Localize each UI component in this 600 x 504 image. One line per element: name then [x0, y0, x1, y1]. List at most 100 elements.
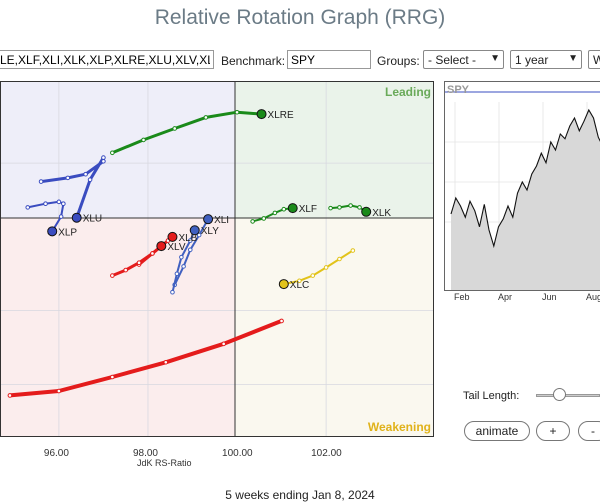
- tail-point: [83, 171, 88, 177]
- x-tick-label: 100.00: [222, 448, 253, 459]
- x-axis-label: JdK RS-Ratio: [137, 458, 192, 468]
- tail-point: [187, 238, 193, 243]
- period-select[interactable]: 1 year ▼: [510, 50, 582, 69]
- tail-line: [282, 249, 354, 286]
- tail-label: XLU: [83, 214, 102, 225]
- benchmark-month-labels: Feb Apr Jun Aug: [444, 292, 600, 304]
- tail-point: [297, 278, 302, 284]
- animate-button[interactable]: animate: [464, 421, 530, 441]
- tail-point: [221, 341, 226, 347]
- tail-point: [163, 359, 169, 365]
- tail-head-point: [47, 226, 58, 237]
- benchmark-input[interactable]: [287, 50, 371, 69]
- quadrant-leading: [235, 82, 433, 218]
- tail-point: [110, 374, 115, 380]
- tail-head-point: [361, 206, 372, 217]
- chevron-down-icon: ▼: [490, 53, 500, 64]
- decrease-button[interactable]: -: [578, 421, 600, 441]
- benchmark-plot: SPY: [445, 82, 600, 290]
- increase-button[interactable]: +: [536, 421, 570, 441]
- tail-label: XLI: [214, 215, 229, 226]
- tail-head-point: [278, 279, 289, 290]
- x-tick-label: 102.00: [311, 448, 342, 459]
- tail-point: [337, 205, 342, 210]
- x-axis: 96.00 98.00 100.00 102.00 JdK RS-Ratio: [0, 440, 440, 470]
- benchmark-line: [450, 108, 600, 249]
- rrg-chart[interactable]: Leading Weakening XLRE XLF XLK XLC XLI XLY XLB…: [0, 81, 434, 437]
- tail-point: [337, 256, 342, 262]
- tail-point: [179, 254, 184, 260]
- benchmark-label: Benchmark:: [221, 54, 286, 68]
- quadrant-label-leading: Leading: [385, 85, 431, 99]
- tail-label: XLV: [167, 242, 185, 253]
- tail-point: [310, 273, 316, 278]
- frequency-select-value: W: [593, 53, 600, 67]
- x-tick-label: 98.00: [132, 448, 158, 459]
- tail-point: [272, 210, 278, 216]
- tail-xlu: XLU: [38, 155, 106, 225]
- tail-head-point: [167, 231, 178, 242]
- tail-point: [350, 248, 356, 253]
- date-range-caption: 5 weeks ending Jan 8, 2024: [225, 488, 375, 502]
- tail-point: [357, 205, 362, 210]
- tail-point: [150, 251, 155, 256]
- tail-line: [26, 200, 65, 233]
- tail-point: [61, 201, 66, 206]
- benchmark-month-label: Feb: [454, 292, 470, 302]
- page-title: Relative Rotation Graph (RRG): [154, 6, 446, 29]
- benchmark-month-label: Jun: [542, 292, 557, 302]
- tail-point: [196, 232, 202, 238]
- tail-point: [187, 247, 193, 253]
- tail-xlk: XLK: [328, 203, 391, 219]
- groups-select[interactable]: - Select - ▼: [423, 50, 504, 69]
- tail-point: [7, 393, 13, 398]
- tail-point: [25, 205, 31, 210]
- tail-head-point: [71, 212, 82, 223]
- benchmark-area: [451, 110, 600, 290]
- benchmark-month-label: Aug: [586, 292, 600, 302]
- tail-xlf: XLF: [250, 203, 317, 224]
- groups-select-value: - Select -: [428, 53, 477, 67]
- tail-point: [281, 206, 287, 212]
- tail-xlv: XLV: [110, 241, 186, 278]
- tail-length-slider-handle[interactable]: [553, 388, 566, 401]
- frequency-select[interactable]: W: [588, 50, 600, 69]
- tail-head-point: [189, 225, 200, 236]
- tail-point: [56, 388, 62, 394]
- tail-label: XLC: [290, 280, 309, 291]
- tail-xlp: XLP: [25, 199, 77, 238]
- controls-bar: Benchmark: Groups: - Select - ▼ 1 year ▼…: [0, 50, 600, 72]
- tail-point: [323, 265, 329, 270]
- tail-head-point: [256, 109, 267, 120]
- tail-label: XLY: [201, 226, 219, 237]
- tail-point: [101, 158, 106, 164]
- tail-length-slider-track[interactable]: [536, 394, 600, 397]
- tail-length-label: Tail Length:: [463, 390, 520, 402]
- quadrant-lagging: [1, 218, 235, 436]
- tail-label: XLB: [178, 233, 197, 244]
- tail-point: [172, 126, 177, 131]
- tail-point: [348, 203, 353, 208]
- benchmark-chart: SPY: [444, 81, 600, 291]
- tail-point: [87, 177, 93, 183]
- tail-point: [58, 214, 64, 219]
- tail-point: [110, 273, 115, 278]
- tail-head-point: [287, 203, 298, 214]
- tail-point: [261, 216, 267, 221]
- tail-point: [123, 267, 129, 273]
- grid-lines: [1, 82, 433, 436]
- tail-point: [250, 219, 255, 224]
- tail-point: [43, 201, 48, 206]
- quadrant-label-weakening: Weakening: [368, 420, 431, 434]
- tail-xlc: XLC: [278, 248, 356, 291]
- tail-head-point: [203, 214, 214, 225]
- tail-head-point: [156, 241, 167, 252]
- tail-point: [234, 109, 240, 115]
- symbols-input[interactable]: [0, 50, 214, 69]
- benchmark-label-spy: SPY: [447, 84, 470, 96]
- tail-point: [38, 179, 44, 184]
- tail-unlabeled: [7, 318, 284, 398]
- tail-label: XLK: [372, 208, 391, 219]
- tail-point: [203, 115, 209, 120]
